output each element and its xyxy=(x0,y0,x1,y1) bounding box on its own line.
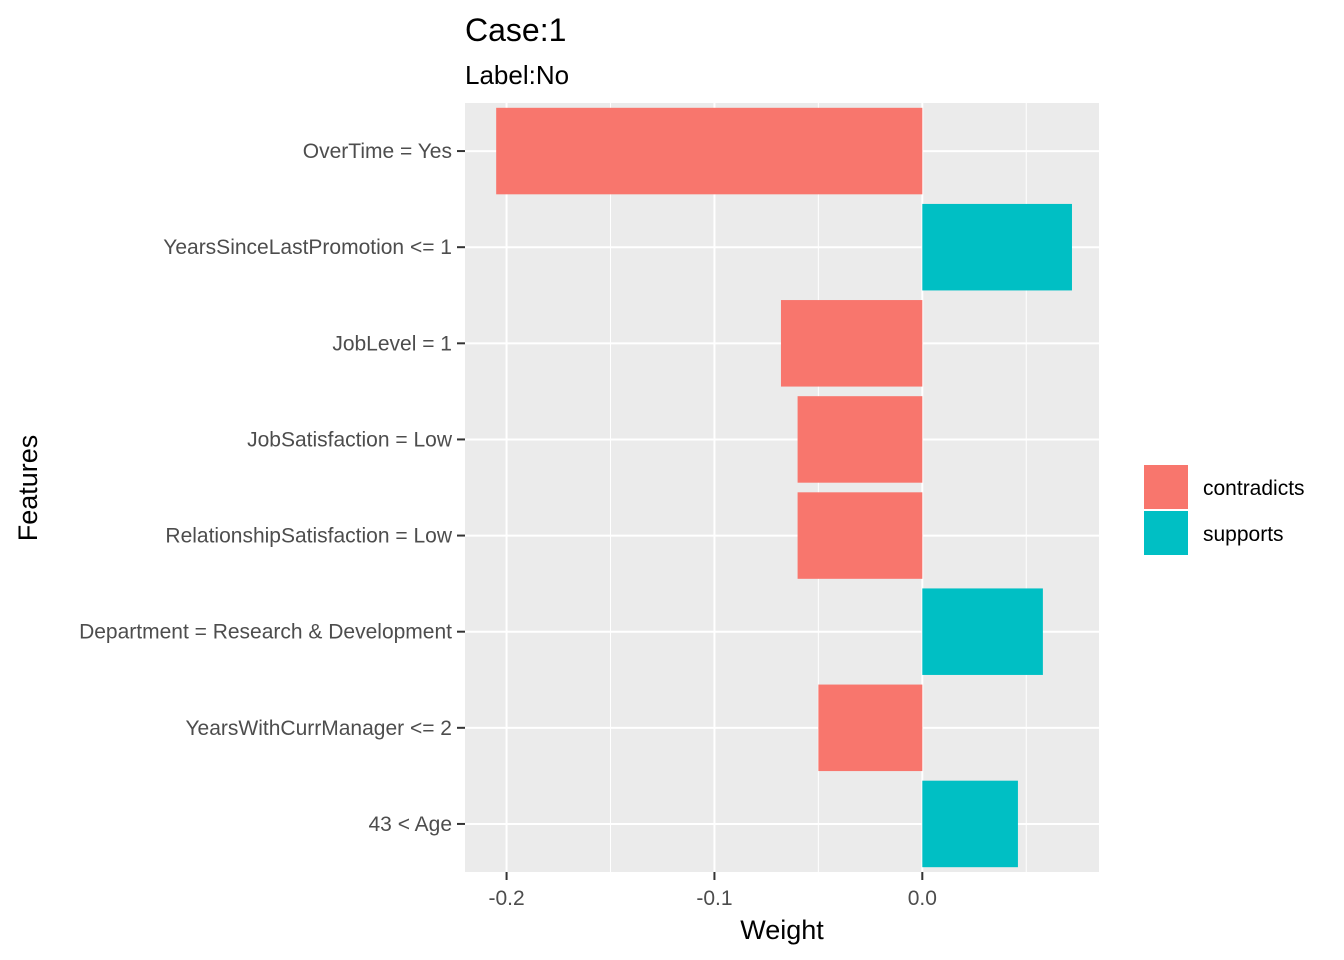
x-tick-label: 0.0 xyxy=(908,887,937,910)
y-axis-title: Features xyxy=(13,435,43,542)
y-tick-label: JobSatisfaction = Low xyxy=(247,428,453,451)
major-gridlines xyxy=(465,103,1099,872)
chart-subtitle: Label:No xyxy=(465,60,569,90)
bar-contradicts xyxy=(818,684,923,772)
y-tick-label: 43 < Age xyxy=(369,813,453,836)
legend-key-supports xyxy=(1144,511,1188,555)
bar-contradicts xyxy=(797,492,923,579)
y-tick-label: RelationshipSatisfaction = Low xyxy=(165,525,452,548)
x-tick-label: -0.2 xyxy=(488,887,524,910)
bars xyxy=(496,107,1072,868)
y-tick-label: OverTime = Yes xyxy=(303,140,452,163)
x-axis-title: Weight xyxy=(740,915,824,945)
bar-supports xyxy=(922,780,1018,868)
y-tick-label: YearsSinceLastPromotion <= 1 xyxy=(163,236,452,259)
legend: contradicts supports xyxy=(1144,465,1305,555)
y-tick-label: YearsWithCurrManager <= 2 xyxy=(185,717,452,740)
legend-key-contradicts xyxy=(1144,465,1188,509)
legend-label-supports: supports xyxy=(1203,523,1284,546)
chart-title: Case:1 xyxy=(465,12,566,48)
y-tick-label: JobLevel = 1 xyxy=(332,332,452,355)
x-axis: -0.2 -0.1 0.0 xyxy=(488,872,937,910)
x-tick-label: -0.1 xyxy=(696,887,732,910)
bar-contradicts xyxy=(780,300,923,387)
legend-label-contradicts: contradicts xyxy=(1203,477,1305,500)
bar-contradicts xyxy=(797,396,923,483)
y-tick-label: Department = Research & Development xyxy=(79,621,452,644)
bar-supports xyxy=(922,203,1072,291)
bar-contradicts xyxy=(496,107,923,195)
y-axis: OverTime = Yes YearsSinceLastPromotion <=… xyxy=(79,140,465,836)
bar-supports xyxy=(922,588,1043,675)
